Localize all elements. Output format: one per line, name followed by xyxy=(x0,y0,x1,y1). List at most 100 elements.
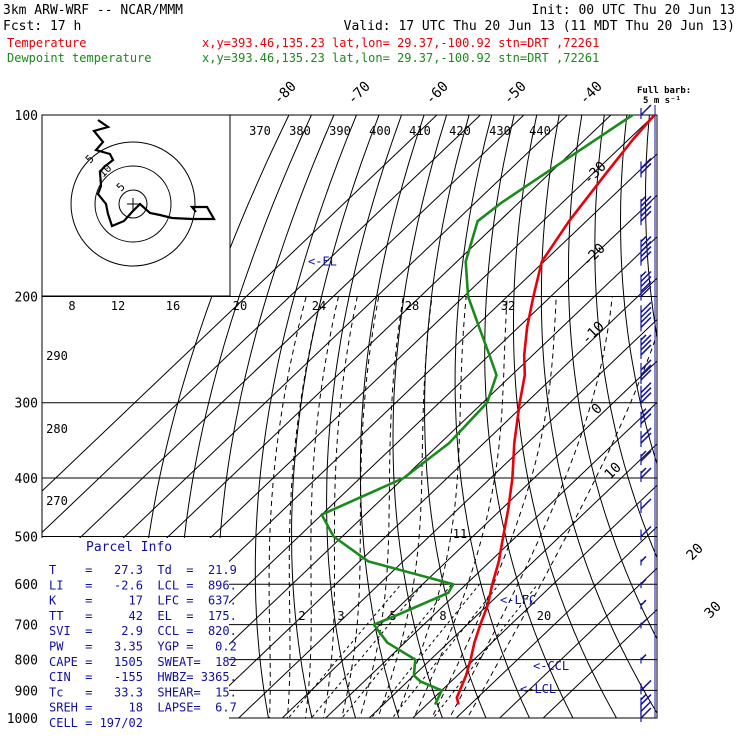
dry-adiabat-line xyxy=(644,115,657,340)
wind-barb-flag xyxy=(640,246,652,258)
hodograph-speed-label: 24 xyxy=(312,299,326,313)
parcel-info-row: CIN = -155 HWBZ= 3365. xyxy=(49,670,237,684)
wind-barb xyxy=(640,301,652,332)
moist-adiabat-line xyxy=(341,296,380,718)
isotherm-line xyxy=(42,115,438,492)
theta-label: 370 xyxy=(249,124,271,138)
hodograph-speed-label: 32 xyxy=(501,299,515,313)
dry-adiabat-line xyxy=(513,115,618,718)
theta-label: 390 xyxy=(329,124,351,138)
dry-adiabat-line xyxy=(454,115,531,718)
wind-barb xyxy=(640,359,652,384)
mixing-ratio-label: 20 xyxy=(537,609,551,623)
wind-barb-flag xyxy=(640,162,652,174)
wind-key-value: 5 m s⁻¹ xyxy=(643,96,681,106)
moist-adiabat-line xyxy=(466,332,657,718)
valid-time: Valid: 17 UTC Thu 20 Jun 13 (11 MDT Thu … xyxy=(344,19,735,34)
moist-adiabat-line xyxy=(395,296,467,718)
hodograph-speed-label: 28 xyxy=(405,299,419,313)
legend-dewpoint-loc: x,y=393.46,135.23 lat,lon= 29.37,-100.92… xyxy=(202,51,599,65)
pressure-label: 700 xyxy=(15,619,38,634)
moist-adiabat-line xyxy=(431,296,557,718)
mixing-ratio-label: 11 xyxy=(453,527,467,541)
mixing-ratio-label: 3 xyxy=(337,609,344,623)
parcel-info-row: Tc = 33.3 SHEAR= 15. xyxy=(49,685,237,699)
isotherm-line xyxy=(542,608,657,718)
pressure-label: 900 xyxy=(15,684,38,699)
theta-label: 420 xyxy=(449,124,471,138)
parcel-info-title: Parcel Info xyxy=(86,540,172,555)
wind-barb-flag xyxy=(640,344,652,356)
hodograph-ring xyxy=(94,165,172,243)
moist-adiabat-line xyxy=(449,296,613,718)
wind-barb-flag xyxy=(640,679,652,691)
wind-barb-flag xyxy=(640,364,652,376)
init-time: Init: 00 UTC Thu 20 Jun 13 xyxy=(532,3,736,18)
wind-barb-flag xyxy=(640,467,652,479)
wind-barb xyxy=(640,270,652,301)
wind-barb xyxy=(640,408,652,428)
wind-barb-half-flag xyxy=(640,467,647,474)
mixing-ratio-line xyxy=(432,583,539,718)
wind-barb-flag xyxy=(640,270,652,283)
wind-barb-flag xyxy=(640,210,652,222)
parcel-level-label: <-CCL xyxy=(533,659,569,673)
wind-barb-flag xyxy=(640,200,652,212)
pressure-label: 100 xyxy=(15,109,38,124)
dry-adiabat-line xyxy=(254,115,358,718)
wind-barb xyxy=(640,450,652,466)
wind-barb-flag xyxy=(640,251,652,263)
wind-barb-flag xyxy=(640,498,652,510)
legend-temperature: Temperature xyxy=(7,36,86,50)
parcel-info-rows: T = 27.3 Td = 21.9LI = -2.6 LCL = 896. K … xyxy=(49,563,237,730)
pressure-label: 1000 xyxy=(7,712,38,727)
temperature-tick-label: -80 xyxy=(271,79,300,108)
parcel-info-background xyxy=(41,538,229,728)
pressure-label: 800 xyxy=(15,654,38,669)
wind-barb-half-flag xyxy=(640,578,647,585)
theta-label: 430 xyxy=(489,124,511,138)
moist-adiabat-line xyxy=(413,296,508,718)
title-model: 3km ARW-WRF -- NCAR/MMM xyxy=(3,3,183,18)
temperature-tick-label: -70 xyxy=(345,79,374,108)
isotherm-line xyxy=(455,526,657,718)
hodograph-speed-label: 8 xyxy=(68,299,75,313)
wind-barb-half-flag xyxy=(640,599,647,606)
mixing-ratio-line xyxy=(287,583,402,718)
parcel-info-row: LI = -2.6 LCL = 896. xyxy=(49,578,237,592)
dry-adiabat-line xyxy=(619,115,657,466)
dry-adiabat-line xyxy=(568,115,657,640)
wind-barb-flag xyxy=(640,392,652,404)
temperature-profile xyxy=(455,114,656,705)
wind-barb-flag xyxy=(640,339,652,351)
dry-adiabat-line xyxy=(694,87,740,730)
wind-barb-flag xyxy=(640,694,652,706)
wind-barb-flag xyxy=(640,157,652,169)
pressure-label: 300 xyxy=(15,397,38,412)
moist-adiabat-line xyxy=(377,296,433,718)
legend-dewpoint: Dewpoint temperature xyxy=(7,51,152,65)
wind-barb-flag xyxy=(640,359,652,371)
parcel-level-label: <-EL xyxy=(308,255,337,269)
wind-barb-half-flag xyxy=(640,654,647,661)
dewpoint-profile xyxy=(320,113,634,706)
isotherm-line xyxy=(368,443,657,718)
wind-barb xyxy=(640,427,652,448)
wind-barb-half-flag xyxy=(640,694,647,701)
temperature-tick-label: -10 xyxy=(579,319,608,348)
temperature-tick-label: 30 xyxy=(702,599,725,622)
wind-barb xyxy=(640,382,652,407)
hodograph-trace xyxy=(92,119,216,228)
parcel-info-box: Parcel Info T = 27.3 Td = 21.9LI = -2.6 … xyxy=(41,538,237,730)
dry-adiabat-line xyxy=(326,115,403,718)
isotherm-line xyxy=(411,484,657,718)
theta-label: 440 xyxy=(529,124,551,138)
legend-temperature-loc: x,y=393.46,135.23 lat,lon= 29.37,-100.92… xyxy=(202,36,599,50)
wind-barb xyxy=(640,467,652,483)
theta-label: 410 xyxy=(409,124,431,138)
parcel-levels: <-EL <-LFC <-CCL <-LCL xyxy=(308,255,569,697)
wind-barb xyxy=(640,236,652,266)
isotherm-line xyxy=(281,360,657,718)
